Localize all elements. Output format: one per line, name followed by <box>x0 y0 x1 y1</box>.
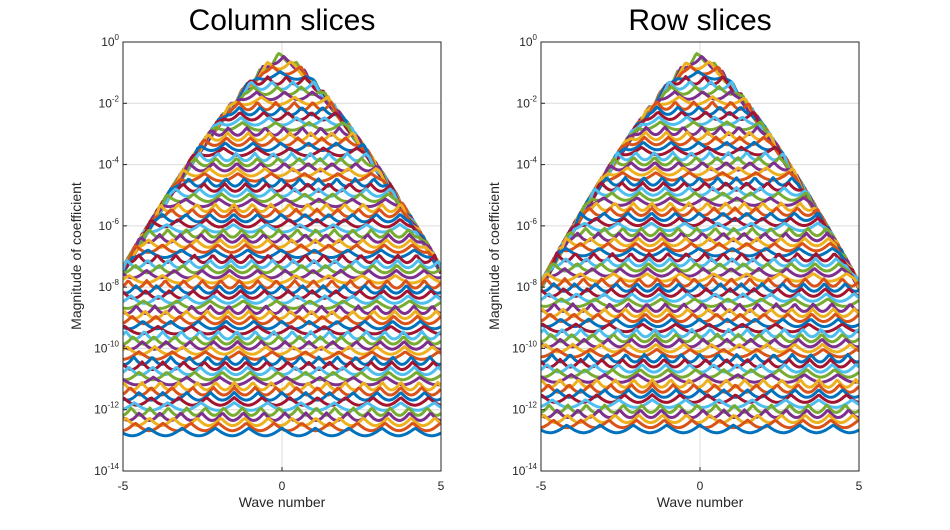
series-line-5 <box>123 406 441 417</box>
series-line-18 <box>123 340 441 351</box>
series-line-5 <box>541 403 859 414</box>
series-line-4 <box>123 411 441 422</box>
series-line-32 <box>123 268 441 280</box>
x-tick-label: -5 <box>118 479 129 493</box>
x-tick-label: -5 <box>536 479 547 493</box>
x-tick-label: 0 <box>697 479 704 493</box>
series-line-36 <box>541 247 859 288</box>
series-line-17 <box>541 342 859 354</box>
panel-column-slices: -5 0 5 100 10-2 10-4 10-6 10-8 10-10 10-12 10-14 C… <box>68 4 445 510</box>
y-tick-label: 10-8 <box>517 278 538 294</box>
series-line-40 <box>541 226 859 290</box>
y-tick-label: 10-12 <box>94 401 119 417</box>
y-tick-label: 10-8 <box>99 278 120 294</box>
series-line-18 <box>541 337 859 349</box>
series-line-12 <box>541 368 859 379</box>
y-tick-label: 10-14 <box>94 462 119 478</box>
series-line-42 <box>541 216 859 290</box>
series-line-10 <box>541 378 859 389</box>
x-axis-label: Wave number <box>239 494 326 510</box>
series-line-28 <box>541 287 859 298</box>
series-line-38 <box>541 236 859 288</box>
series-line-10 <box>123 380 441 392</box>
x-tick-label: 5 <box>856 479 863 493</box>
series-line-45 <box>541 201 859 286</box>
series-line-39 <box>123 233 441 275</box>
y-tick-label: 10-4 <box>99 156 120 172</box>
series-line-47 <box>541 191 859 290</box>
series-line-21 <box>541 322 859 334</box>
y-tick-label: 10-14 <box>512 462 537 478</box>
y-tick-label: 10-10 <box>512 339 537 355</box>
series-line-1 <box>541 423 859 435</box>
y-tick-label: 10-6 <box>99 217 120 233</box>
y-tick-label: 10-10 <box>94 339 119 355</box>
y-tick-label: 10-2 <box>517 94 538 110</box>
series-line-39 <box>541 231 859 290</box>
y-tick-label: 100 <box>101 33 119 49</box>
series-group <box>123 52 441 438</box>
series-line-19 <box>123 335 441 346</box>
chart-title: Row slices <box>628 4 771 37</box>
series-line-36 <box>123 248 441 273</box>
y-tick-label: 100 <box>519 33 537 49</box>
series-line-19 <box>541 332 859 344</box>
series-line-35 <box>123 253 441 273</box>
series-line-29 <box>541 282 859 293</box>
series-line-15 <box>123 355 441 366</box>
series-group <box>541 52 859 435</box>
series-line-45 <box>123 202 441 271</box>
series-line-7 <box>541 393 859 404</box>
x-axis-label: Wave number <box>657 494 744 510</box>
series-line-22 <box>123 319 441 331</box>
series-line-40 <box>123 228 441 274</box>
series-line-1 <box>123 426 441 438</box>
series-line-3 <box>541 413 859 425</box>
series-line-26 <box>541 297 859 308</box>
series-line-22 <box>541 317 859 329</box>
series-line-25 <box>541 302 859 313</box>
series-line-29 <box>123 284 441 295</box>
series-line-7 <box>123 396 441 407</box>
x-tick-label: 5 <box>438 479 445 493</box>
series-line-28 <box>123 289 441 300</box>
series-line-42 <box>123 217 441 275</box>
y-tick-label: 10-6 <box>517 217 538 233</box>
chart-title: Column slices <box>189 4 376 37</box>
y-tick-label: 10-12 <box>512 401 537 417</box>
series-line-12 <box>123 370 441 382</box>
series-line-21 <box>123 324 441 336</box>
series-line-3 <box>123 416 441 428</box>
series-line-35 <box>541 251 859 289</box>
y-tick-label: 10-2 <box>99 94 120 110</box>
y-axis-label: Magnitude of coefficient <box>486 182 502 330</box>
series-line-4 <box>541 408 859 419</box>
x-tick-label: 0 <box>279 479 286 493</box>
series-line-26 <box>123 299 441 310</box>
series-line-32 <box>541 266 859 290</box>
series-line-15 <box>541 352 859 364</box>
y-tick-label: 10-4 <box>517 156 538 172</box>
series-line-17 <box>123 345 441 356</box>
panel-row-slices: -5 0 5 100 10-2 10-4 10-6 10-8 10-10 10-12 10-14 R… <box>486 4 863 510</box>
series-line-47 <box>123 192 441 275</box>
series-line-25 <box>123 304 441 315</box>
y-axis-label: Magnitude of coefficient <box>68 182 84 330</box>
series-line-38 <box>123 238 441 273</box>
